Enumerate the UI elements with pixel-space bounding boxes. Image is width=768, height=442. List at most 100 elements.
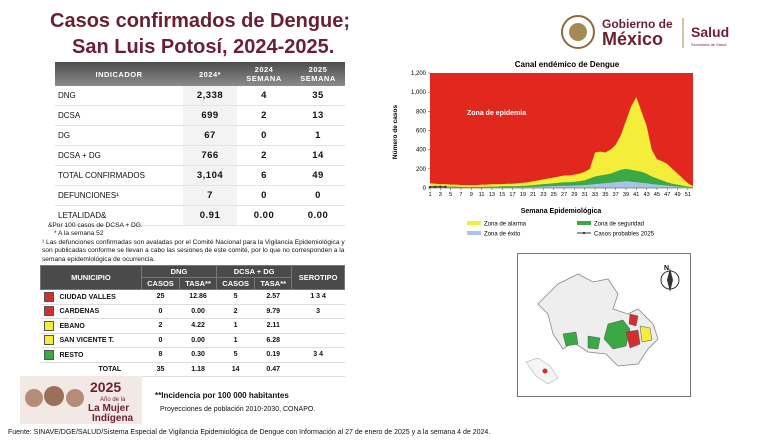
municipality-cell: TOTAL [40, 362, 142, 377]
value-cell: 2 [237, 145, 291, 166]
table-row: TOTAL CONFIRMADOS 3,104 6 49 [55, 165, 345, 186]
footnote: Proyecciones de población 2010-2030, CON… [160, 406, 316, 413]
value-cell: 14 [216, 362, 255, 377]
y-axis-label: Número de casos [392, 105, 399, 160]
emblem-core [569, 23, 587, 41]
zone-area [430, 181, 693, 188]
value-cell: 25 [141, 289, 180, 305]
map-frame: N [517, 253, 691, 397]
value-cell: 5 [216, 347, 255, 363]
cell-text: 3 4 [313, 351, 323, 359]
value-cell: 0.00 [179, 333, 217, 348]
indicator-cell: DEFUNCIONES¹ [55, 185, 183, 206]
color-key [43, 320, 54, 331]
logo-text: Año de la [100, 397, 126, 403]
cell-text: 3 [316, 307, 321, 315]
cell-text: EBANO [59, 322, 85, 330]
value-cell: 14 [291, 145, 345, 166]
value-cell: 2,338 [183, 86, 237, 106]
cell-text: 0.00 [191, 307, 205, 315]
value-cell: 2.11 [254, 318, 292, 334]
municipality-cell: EBANO [40, 318, 142, 334]
column-header: 2024* [183, 62, 237, 86]
indicator-cell: DNG [55, 86, 183, 106]
group-header: DCSA + DG [216, 265, 293, 278]
y-tick-label: 1,200 [411, 71, 427, 77]
y-tick-label: 0 [423, 186, 427, 192]
cell-text: 2.57 [266, 293, 281, 301]
x-tick-label: 51 [685, 192, 691, 198]
value-cell: 1 [291, 125, 345, 146]
logo-text: México [602, 29, 663, 49]
cell-text: 1 [233, 336, 238, 344]
value-cell [291, 333, 345, 348]
group-header: DNG [140, 265, 218, 278]
value-cell: 0 [237, 185, 291, 206]
value-cell: 2 [216, 304, 255, 319]
color-key [43, 306, 54, 317]
table-row: DEFUNCIONES¹ 7 0 0 [55, 185, 345, 206]
value-cell: 8 [141, 347, 180, 363]
x-tick-label: 5 [449, 192, 452, 198]
legend-swatch [467, 231, 481, 235]
table-row: SAN VICENTE T. 0 0.00 1 6.28 [40, 333, 345, 348]
legend-label: Zona de seguridad [594, 222, 644, 228]
indicator-cell: DCSA + DG [55, 145, 183, 166]
x-tick-label: 25 [551, 192, 557, 198]
x-tick-label: 3 [439, 192, 442, 198]
state-outline [537, 273, 659, 367]
table-row: RESTO 8 0.30 5 0.19 3 4 [40, 347, 345, 363]
x-tick-label: 27 [561, 192, 567, 198]
x-tick-label: 11 [479, 192, 485, 198]
value-cell: 0.19 [254, 347, 292, 363]
zone-area [430, 96, 693, 188]
x-tick-label: 7 [459, 192, 462, 198]
value-cell: 3,104 [183, 165, 237, 186]
value-cell: 9.79 [254, 304, 292, 319]
notes: &Por 100 casos de DCSA + DG. * A la seman… [42, 222, 347, 264]
municipality-cell: RESTO [40, 347, 142, 363]
value-cell: 35 [291, 86, 345, 106]
indicator-cell: LETALIDAD& [55, 205, 183, 226]
value-cell: 0 [141, 304, 180, 319]
y-tick-label: 600 [416, 129, 427, 135]
country-inset [525, 357, 559, 385]
value-cell: 49 [291, 165, 345, 186]
column-header: 2025 SEMANA [291, 62, 345, 86]
value-cell: 766 [183, 145, 237, 166]
compass-label: N [664, 265, 669, 272]
value-cell: 35 [141, 362, 180, 377]
value-cell: 3 4 [291, 347, 345, 363]
table-row: DCSA 699 2 13 [55, 105, 345, 126]
emblem [561, 15, 595, 49]
table-row: DCSA + DG 766 2 14 [55, 145, 345, 166]
footnote: **Incidencia por 100 000 habitantes [155, 391, 289, 400]
municipal-table: MUNICIPIO DNG DCSA + DG SEROTIPO CASOS TASA*… [40, 265, 345, 377]
cell-text: 0 [158, 336, 163, 344]
value-cell: 1 [216, 318, 255, 334]
x-tick-label: 33 [592, 192, 598, 198]
cell-text: 12.86 [189, 293, 207, 301]
legend-swatch [582, 231, 586, 235]
value-cell: 0 [141, 333, 180, 348]
cell-text: SAN VICENTE T. [59, 337, 114, 345]
value-cell: 13 [291, 105, 345, 126]
point [433, 185, 437, 189]
source: Fuente: SINAVE/DGE/SALUD/Sistema Especia… [8, 429, 491, 436]
municipality [639, 325, 653, 343]
event-logo-art: 2025 Año de la La Mujer Indígena [25, 379, 134, 424]
note: ¹ Las defunciones confirmadas son avalad… [42, 238, 345, 263]
legend-swatch [467, 221, 481, 225]
cell-text: 0.30 [191, 351, 205, 359]
table-row: DG 67 0 1 [55, 125, 345, 146]
x-tick-label: 41 [633, 192, 639, 198]
value-cell: 2 [141, 318, 180, 334]
value-cell: 0 [237, 125, 291, 146]
x-tick-label: 29 [571, 192, 577, 198]
x-tick-label: 47 [664, 192, 670, 198]
figure [44, 386, 64, 406]
value-cell: 0 [291, 185, 345, 206]
group-header: MUNICIPIO [40, 265, 142, 290]
x-tick-label: 49 [674, 192, 680, 198]
